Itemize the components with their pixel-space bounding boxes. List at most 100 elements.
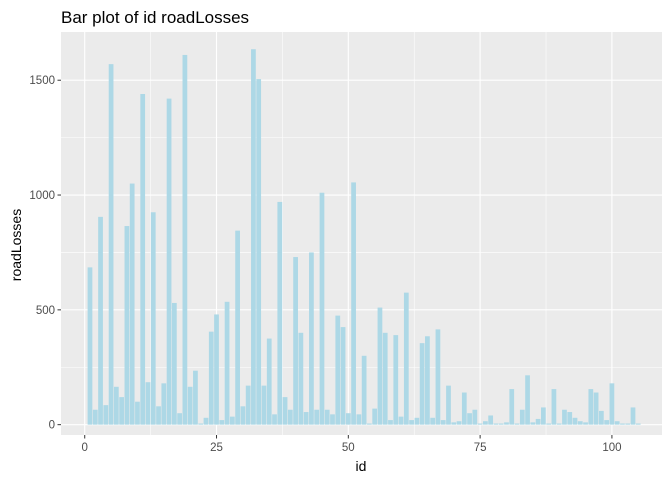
y-axis-title: roadLosses	[8, 209, 24, 281]
bar	[98, 216, 103, 425]
bar	[599, 410, 604, 425]
bar	[372, 408, 378, 425]
bar	[224, 301, 230, 425]
plot-panel	[61, 32, 662, 435]
bar	[414, 417, 420, 425]
bar	[367, 423, 372, 425]
x-tick-label: 75	[474, 442, 487, 454]
bar	[630, 407, 636, 425]
bar	[135, 401, 140, 425]
bar	[119, 397, 124, 425]
bar	[235, 230, 240, 425]
bar	[177, 413, 182, 425]
x-axis: 0 25 50 75 100	[82, 435, 622, 454]
bar	[314, 409, 320, 425]
bar	[124, 226, 130, 425]
bar	[324, 409, 330, 425]
x-tick-label: 50	[342, 442, 355, 454]
bar	[208, 331, 214, 425]
bar	[409, 420, 414, 425]
bar	[251, 49, 256, 425]
bar	[345, 413, 351, 425]
bar	[193, 370, 198, 425]
bar	[488, 415, 494, 425]
bar	[504, 422, 509, 425]
y-axis: 0 500 1000 1500	[29, 75, 61, 432]
bar	[256, 79, 262, 425]
bar	[140, 94, 146, 425]
bar	[562, 409, 567, 425]
bar	[298, 332, 304, 425]
bar	[541, 407, 546, 425]
bar	[319, 192, 325, 425]
bar	[182, 54, 188, 425]
bar	[514, 423, 520, 425]
bar	[287, 409, 293, 425]
bar	[435, 329, 441, 425]
bar	[198, 423, 204, 425]
bar	[477, 423, 483, 425]
bar	[156, 406, 161, 425]
bar	[277, 201, 283, 425]
bar	[351, 182, 356, 425]
bar	[266, 338, 272, 425]
bar	[593, 392, 599, 425]
bar	[635, 423, 641, 425]
bar	[567, 412, 573, 425]
grid-minor	[61, 32, 662, 435]
bar	[614, 421, 620, 425]
x-tick-label: 25	[210, 442, 223, 454]
bar	[419, 343, 425, 425]
bar	[604, 420, 610, 425]
bar	[330, 414, 335, 425]
bar	[483, 421, 488, 425]
bars-group	[87, 49, 641, 425]
bar	[161, 383, 167, 425]
bar	[92, 409, 98, 425]
bar	[113, 386, 119, 425]
bar	[171, 302, 177, 425]
y-tick-label: 1000	[29, 190, 55, 202]
bar	[446, 385, 451, 425]
bar	[461, 392, 467, 425]
bar	[388, 420, 393, 425]
bar	[535, 418, 541, 425]
bar	[620, 423, 625, 425]
y-tick-label: 1500	[29, 75, 55, 87]
bar	[572, 417, 578, 425]
bar	[472, 409, 478, 425]
bar	[356, 414, 362, 425]
bar	[588, 389, 594, 425]
bar	[393, 335, 399, 425]
bar	[556, 423, 562, 425]
bar	[509, 389, 515, 425]
bar	[219, 420, 225, 425]
chart-title: Bar plot of id roadLosses	[61, 8, 249, 27]
bar	[303, 412, 309, 425]
bar	[245, 385, 251, 425]
bar	[493, 423, 499, 425]
bar	[625, 423, 631, 425]
bar	[340, 327, 346, 425]
bar	[430, 417, 436, 425]
bar	[583, 422, 588, 425]
grid-major	[61, 32, 662, 435]
bar	[103, 405, 109, 425]
bar	[261, 385, 267, 425]
bar	[525, 375, 530, 425]
bar	[129, 183, 135, 425]
bar	[166, 98, 172, 425]
bar	[187, 386, 193, 425]
bar	[272, 414, 277, 425]
bar	[519, 409, 525, 425]
bar	[282, 397, 288, 425]
bar	[335, 315, 341, 425]
bar	[145, 382, 151, 425]
bar	[150, 212, 156, 425]
bar	[229, 416, 235, 425]
bar	[108, 64, 114, 425]
x-tick-label: 0	[82, 442, 88, 454]
bar	[425, 336, 430, 425]
